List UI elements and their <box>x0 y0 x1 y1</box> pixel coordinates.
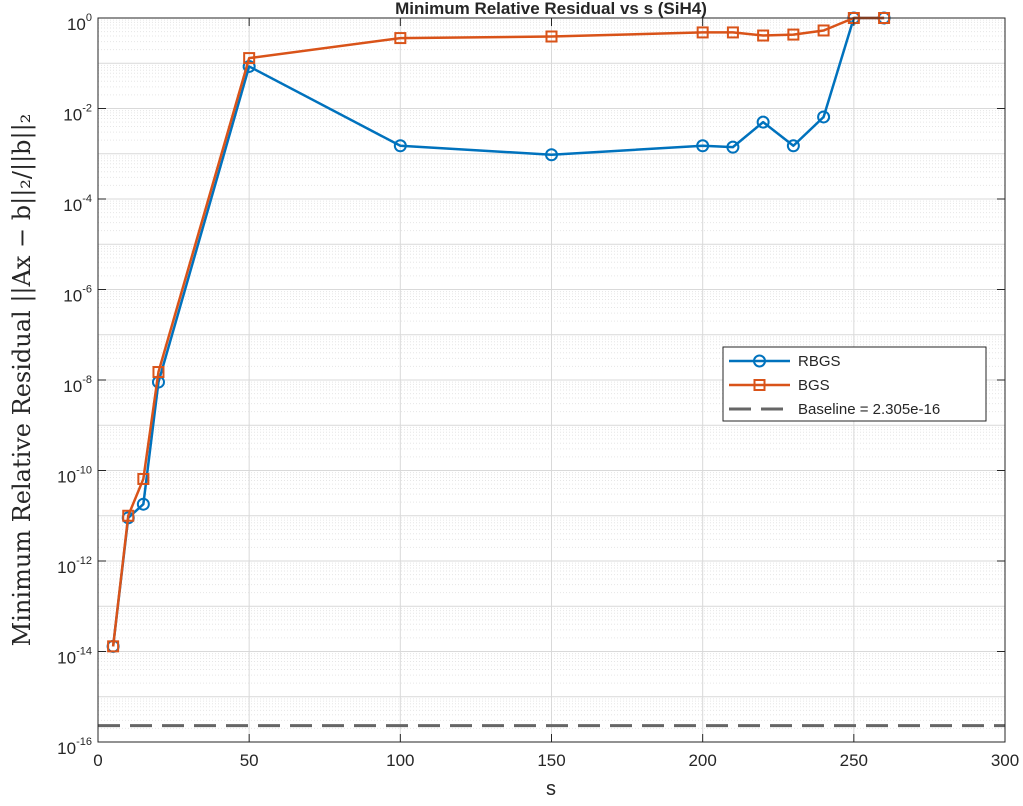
y-tick-label: 10-4 <box>63 193 92 215</box>
y-tick-exponent: 0 <box>86 12 92 24</box>
data-point-circle <box>756 115 770 129</box>
y-tick-label: 10-8 <box>63 374 92 396</box>
y-tick-base: 10 <box>67 15 86 34</box>
data-point-square <box>545 30 558 43</box>
legend-label: RBGS <box>798 353 841 370</box>
y-tick-base: 10 <box>63 196 82 215</box>
data-point-circle <box>696 139 710 153</box>
y-tick-base: 10 <box>63 377 82 396</box>
y-tick-exponent: -12 <box>76 555 92 567</box>
grid-layer <box>97 17 1006 743</box>
x-tick-label: 50 <box>240 751 259 770</box>
y-tick-base: 10 <box>63 287 82 306</box>
y-tick-exponent: -8 <box>82 374 92 386</box>
y-tick-label: 10-14 <box>57 646 92 668</box>
data-point-circle <box>393 139 407 153</box>
data-point-square <box>107 640 120 653</box>
y-tick-base: 10 <box>57 739 76 758</box>
y-tick-label: 10-2 <box>63 103 92 125</box>
y-tick-exponent: -16 <box>76 736 92 748</box>
series-bgs <box>107 12 891 653</box>
legend-swatch-square <box>753 379 766 391</box>
x-tick-label: 300 <box>991 751 1019 770</box>
y-tick-base: 10 <box>57 468 76 487</box>
x-axis-label: s <box>546 778 556 800</box>
data-point-square <box>394 32 407 45</box>
y-tick-exponent: -6 <box>82 284 92 296</box>
data-point-square <box>137 472 150 485</box>
data-point-circle <box>136 497 150 511</box>
data-point-square <box>122 509 135 522</box>
y-tick-exponent: -10 <box>76 465 92 477</box>
data-point-square <box>757 29 770 42</box>
data-point-square <box>787 28 800 41</box>
data-point-square <box>152 366 165 379</box>
y-tick-exponent: -14 <box>76 646 92 658</box>
legend[interactable]: RBGS BGS Baseline = 2.305e-16 <box>722 346 987 422</box>
y-tick-exponent: -2 <box>82 103 92 115</box>
y-tick-base: 10 <box>57 558 76 577</box>
legend-label: Baseline = 2.305e-16 <box>798 401 940 418</box>
y-tick-label: 10-16 <box>57 736 92 758</box>
data-point-circle <box>786 139 800 153</box>
x-tick-label: 250 <box>840 751 868 770</box>
data-point-circle <box>817 110 831 124</box>
data-point-square <box>696 26 709 39</box>
y-axis-label: Minimum Relative Residual ||Ax − b||₂/||… <box>8 114 37 647</box>
legend-swatch-circle <box>753 354 766 368</box>
legend-items: RBGS BGS Baseline = 2.305e-16 <box>729 353 940 418</box>
y-tick-base: 10 <box>63 106 82 125</box>
series-layer <box>106 11 891 653</box>
x-tick-label: 200 <box>688 751 716 770</box>
x-tick-label: 100 <box>386 751 414 770</box>
data-point-square <box>243 52 256 65</box>
data-point-circle <box>726 140 740 154</box>
y-tick-label: 10-10 <box>57 465 92 487</box>
y-tick-base: 10 <box>57 649 76 668</box>
data-point-square <box>726 26 739 39</box>
y-tick-label: 10-6 <box>63 284 92 306</box>
x-tick-label: 0 <box>93 751 102 770</box>
legend-label: BGS <box>798 377 830 394</box>
y-tick-exponent: -4 <box>82 193 92 205</box>
data-point-circle <box>545 148 558 162</box>
chart-title: Minimum Relative Residual vs s (SiH4) <box>395 0 707 18</box>
y-tick-label: 10-12 <box>57 555 92 577</box>
data-point-square <box>817 24 830 37</box>
tick-layer: 0 50 100 150 200 250 30010010-210-410-610-810-… <box>57 12 1019 770</box>
x-tick-label: 150 <box>537 751 565 770</box>
y-tick-label: 100 <box>67 12 92 34</box>
